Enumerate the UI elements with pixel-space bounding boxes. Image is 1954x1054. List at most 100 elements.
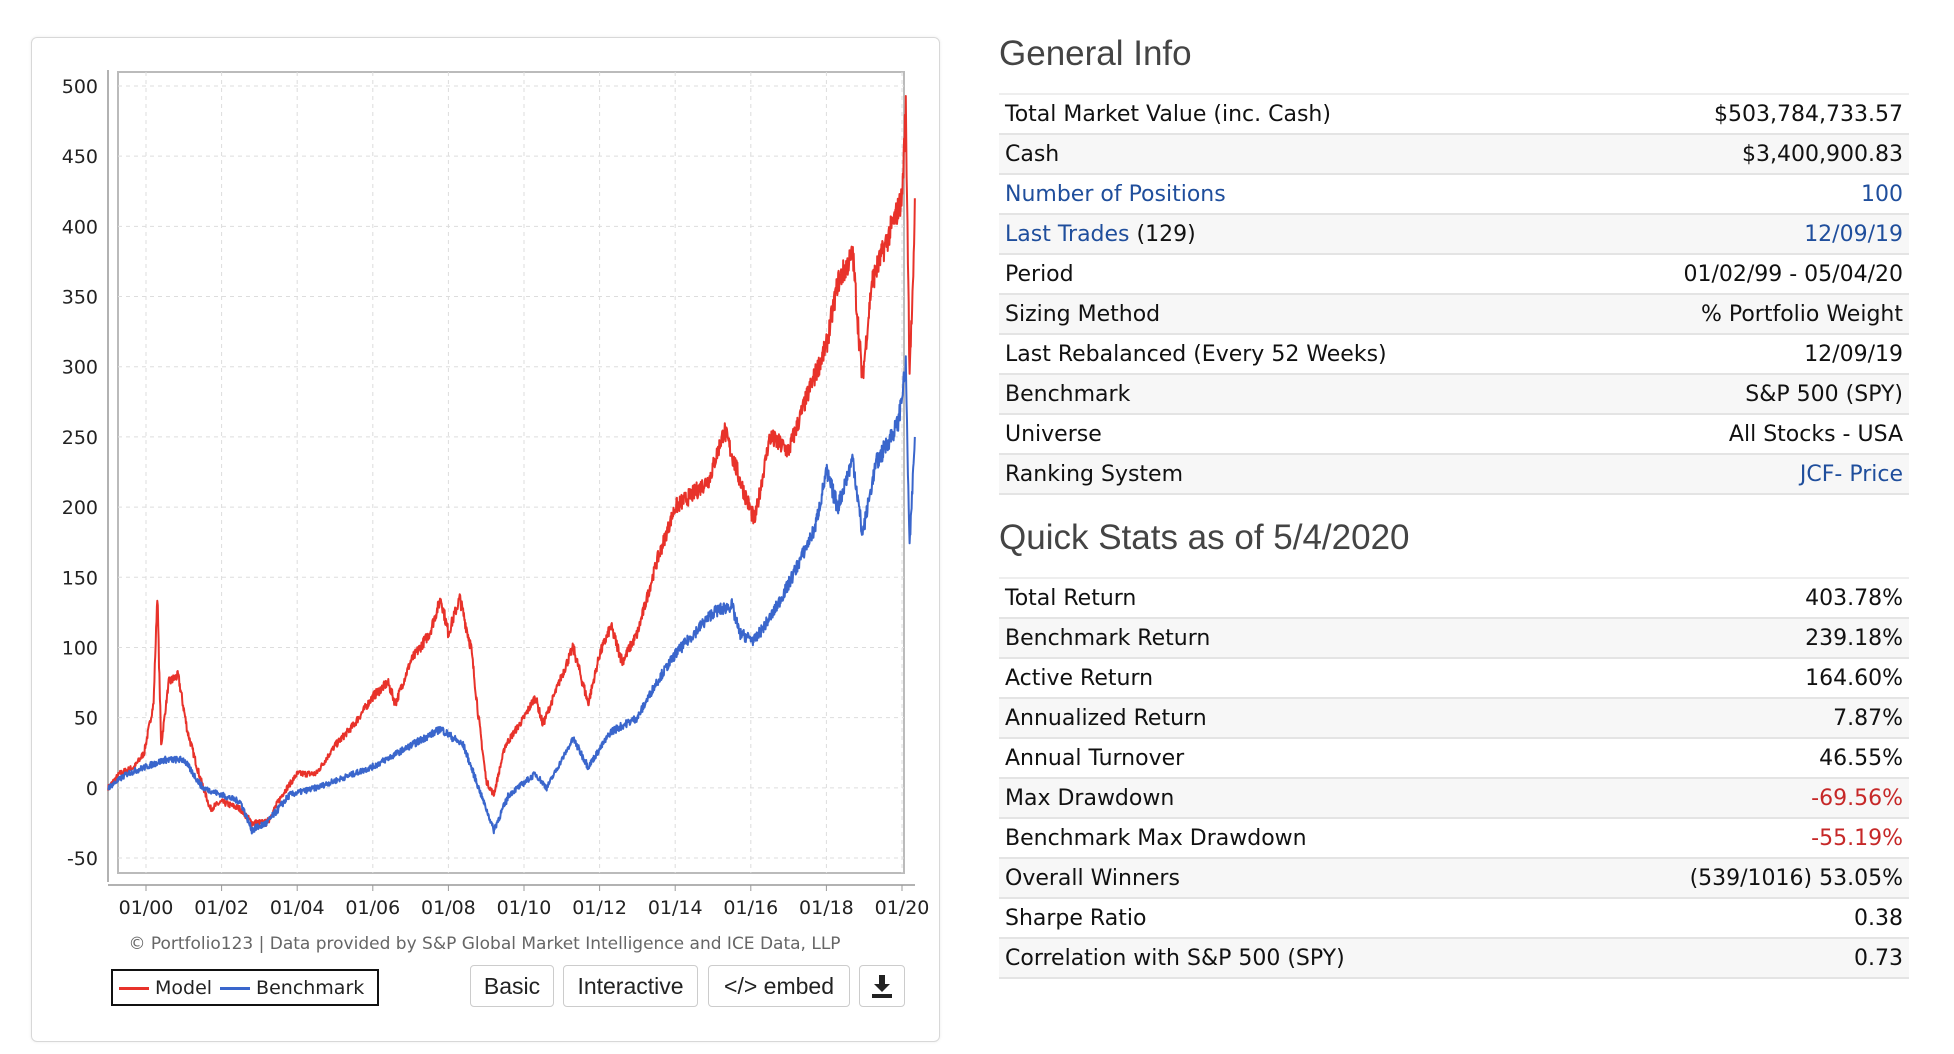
download-button[interactable] [859,965,905,1007]
info-row: Period 01/02/99 - 05/04/20 [999,254,1909,295]
chart-credit: © Portfolio123 | Data provided by S&P Gl… [128,934,841,954]
legend-benchmark-swatch [220,986,251,990]
info-row: Number of Positions 100 [999,174,1909,215]
x-tick-label: 01/20 [875,897,930,919]
stat-label: Benchmark Max Drawdown [999,818,1554,859]
info-label: Last Rebalanced (Every 52 Weeks) [999,334,1572,375]
stat-row: Annual Turnover 46.55% [999,738,1909,779]
y-tick-label: 450 [62,146,98,168]
info-label-text: Cash [1005,141,1060,167]
info-row: Total Market Value (inc. Cash) $503,784,7… [999,94,1909,135]
x-tick-label: 01/02 [194,897,249,919]
y-tick-label: 150 [62,567,98,589]
x-tick-label: 01/10 [497,897,552,919]
legend-model-label: Model [155,976,213,999]
y-tick-label: 350 [62,287,98,309]
info-value: $503,784,733.57 [1571,94,1909,135]
legend-model[interactable]: Model [119,977,212,999]
info-label-text[interactable]: Last Trades [1005,221,1130,247]
info-row: Ranking System JCF- Price [999,454,1909,495]
legend-benchmark[interactable]: Benchmark [220,977,364,999]
stat-label: Annualized Return [999,698,1554,739]
stat-row: Sharpe Ratio 0.38 [999,898,1909,939]
info-label-text: Benchmark [1005,381,1131,407]
stat-row: Overall Winners (539/1016) 53.05% [999,858,1909,899]
stat-row: Annualized Return 7.87% [999,698,1909,739]
info-label: Period [999,254,1572,295]
y-tick-label: 200 [62,497,98,519]
stat-value: 0.38 [1553,898,1909,939]
legend-model-swatch [119,986,149,990]
series-line-benchmark [107,355,916,835]
stat-label: Active Return [999,658,1554,699]
info-value: 01/02/99 - 05/04/20 [1571,254,1909,295]
quick-stats-table: Total Return 403.78% Benchmark Return 239.1… [999,577,1909,979]
info-label: Universe [999,414,1572,455]
info-value[interactable]: JCF- Price [1571,454,1909,495]
x-tick-label: 01/14 [648,897,703,919]
info-row: Universe All Stocks - USA [999,414,1909,455]
stat-label: Sharpe Ratio [999,898,1554,939]
info-label-text: Total Market Value (inc. Cash) [1005,101,1331,127]
x-tick-label: 01/12 [572,897,627,919]
info-label-extra: (129) [1136,221,1196,247]
y-tick-label: 300 [62,357,98,379]
x-tick-label: 01/06 [345,897,400,919]
stat-label: Correlation with S&P 500 (SPY) [999,938,1554,979]
info-label-text: Universe [1005,421,1102,447]
x-tick-label: 01/16 [723,897,778,919]
y-tick-label: 100 [62,637,98,659]
x-tick-label: 01/08 [421,897,476,919]
stat-row: Benchmark Max Drawdown -55.19% [999,818,1909,859]
chart-panel [31,37,940,1042]
info-label: Sizing Method [999,294,1572,335]
info-value: S&P 500 (SPY) [1571,374,1909,415]
info-label: Benchmark [999,374,1572,415]
stat-label: Annual Turnover [999,738,1554,779]
general-info-title: General Info [999,34,1192,73]
y-tick-label: 250 [62,427,98,449]
embed-button[interactable]: </> embed [708,965,850,1007]
x-tick-label: 01/18 [799,897,854,919]
info-row: Benchmark S&P 500 (SPY) [999,374,1909,415]
stat-value: 403.78% [1553,578,1909,619]
stat-value: (539/1016) 53.05% [1553,858,1909,899]
stat-value: 164.60% [1553,658,1909,699]
info-row: Sizing Method % Portfolio Weight [999,294,1909,335]
stat-value: -69.56% [1553,778,1909,819]
y-tick-label: 400 [62,216,98,238]
stat-row: Benchmark Return 239.18% [999,618,1909,659]
x-tick-label: 01/00 [119,897,174,919]
info-value: All Stocks - USA [1571,414,1909,455]
stat-label: Benchmark Return [999,618,1554,659]
download-icon [872,975,892,998]
info-label: Last Trades (129) [999,214,1572,255]
legend-benchmark-label: Benchmark [256,976,365,999]
info-label-text: Ranking System [1005,461,1184,487]
info-label-text: Period [1005,261,1074,287]
basic-button[interactable]: Basic [470,965,554,1007]
y-tick-label: -50 [67,848,98,870]
info-label: Number of Positions [999,174,1572,215]
interactive-button[interactable]: Interactive [563,965,698,1007]
y-tick-label: 500 [62,76,98,98]
stat-row: Max Drawdown -69.56% [999,778,1909,819]
stat-value: -55.19% [1553,818,1909,859]
quick-stats-title: Quick Stats as of 5/4/2020 [999,518,1410,557]
info-value: $3,400,900.83 [1571,134,1909,175]
plot-area [117,71,905,874]
info-label: Total Market Value (inc. Cash) [999,94,1572,135]
info-row: Last Trades (129) 12/09/19 [999,214,1909,255]
stat-row: Correlation with S&P 500 (SPY) 0.73 [999,938,1909,979]
info-row: Last Rebalanced (Every 52 Weeks) 12/09/19 [999,334,1909,375]
info-label-text[interactable]: Number of Positions [1005,181,1226,207]
stat-label: Overall Winners [999,858,1554,899]
info-value[interactable]: 100 [1571,174,1909,215]
info-value: % Portfolio Weight [1571,294,1909,335]
stat-row: Total Return 403.78% [999,578,1909,619]
info-value[interactable]: 12/09/19 [1571,214,1909,255]
info-value: 12/09/19 [1571,334,1909,375]
stat-label: Total Return [999,578,1554,619]
info-row: Cash $3,400,900.83 [999,134,1909,175]
